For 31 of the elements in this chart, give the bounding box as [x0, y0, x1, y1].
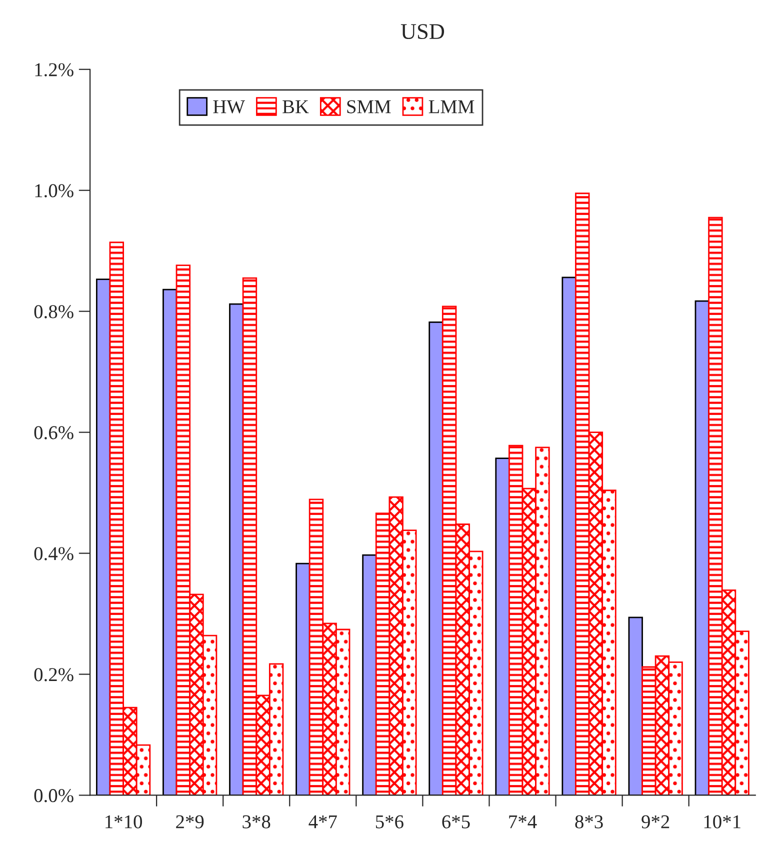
x-tick-label: 9*2 — [642, 815, 670, 828]
bar — [362, 554, 377, 796]
x-tick-label: 7*4 — [509, 815, 537, 828]
legend-label: HW — [213, 100, 246, 114]
bar — [162, 288, 178, 796]
chart-title: USD — [400, 24, 444, 40]
bar — [428, 322, 444, 796]
y-tick-label: 0.0% — [34, 789, 74, 802]
x-tick-label: 1*10 — [106, 815, 142, 828]
y-tick-label: 1.2% — [35, 63, 74, 76]
y-tick-label: 0.6% — [34, 426, 74, 440]
legend-label: BK — [282, 100, 309, 114]
legend-label: SMM — [347, 100, 391, 114]
y-tick-label: 0.2% — [34, 668, 74, 682]
bar — [495, 458, 510, 796]
bar — [628, 616, 643, 796]
y-tick-label: 0.8% — [34, 305, 74, 318]
x-tick-label: 4*7 — [308, 815, 337, 828]
x-tick-label: 2*9 — [176, 815, 204, 828]
bar — [296, 562, 310, 796]
x-tick-label: 5*6 — [376, 815, 404, 828]
x-tick-label: 10*1 — [704, 815, 740, 828]
y-tick-label: 0.4% — [34, 547, 74, 560]
bar — [562, 276, 576, 796]
x-tick-label: 6*5 — [442, 815, 470, 828]
bar — [96, 278, 111, 796]
bar — [229, 303, 244, 796]
x-tick-label: 8*3 — [575, 815, 603, 828]
y-tick-label: 1.0% — [35, 184, 74, 198]
x-tick-label: 3*8 — [242, 815, 270, 828]
legend-label: LMM — [428, 100, 474, 114]
